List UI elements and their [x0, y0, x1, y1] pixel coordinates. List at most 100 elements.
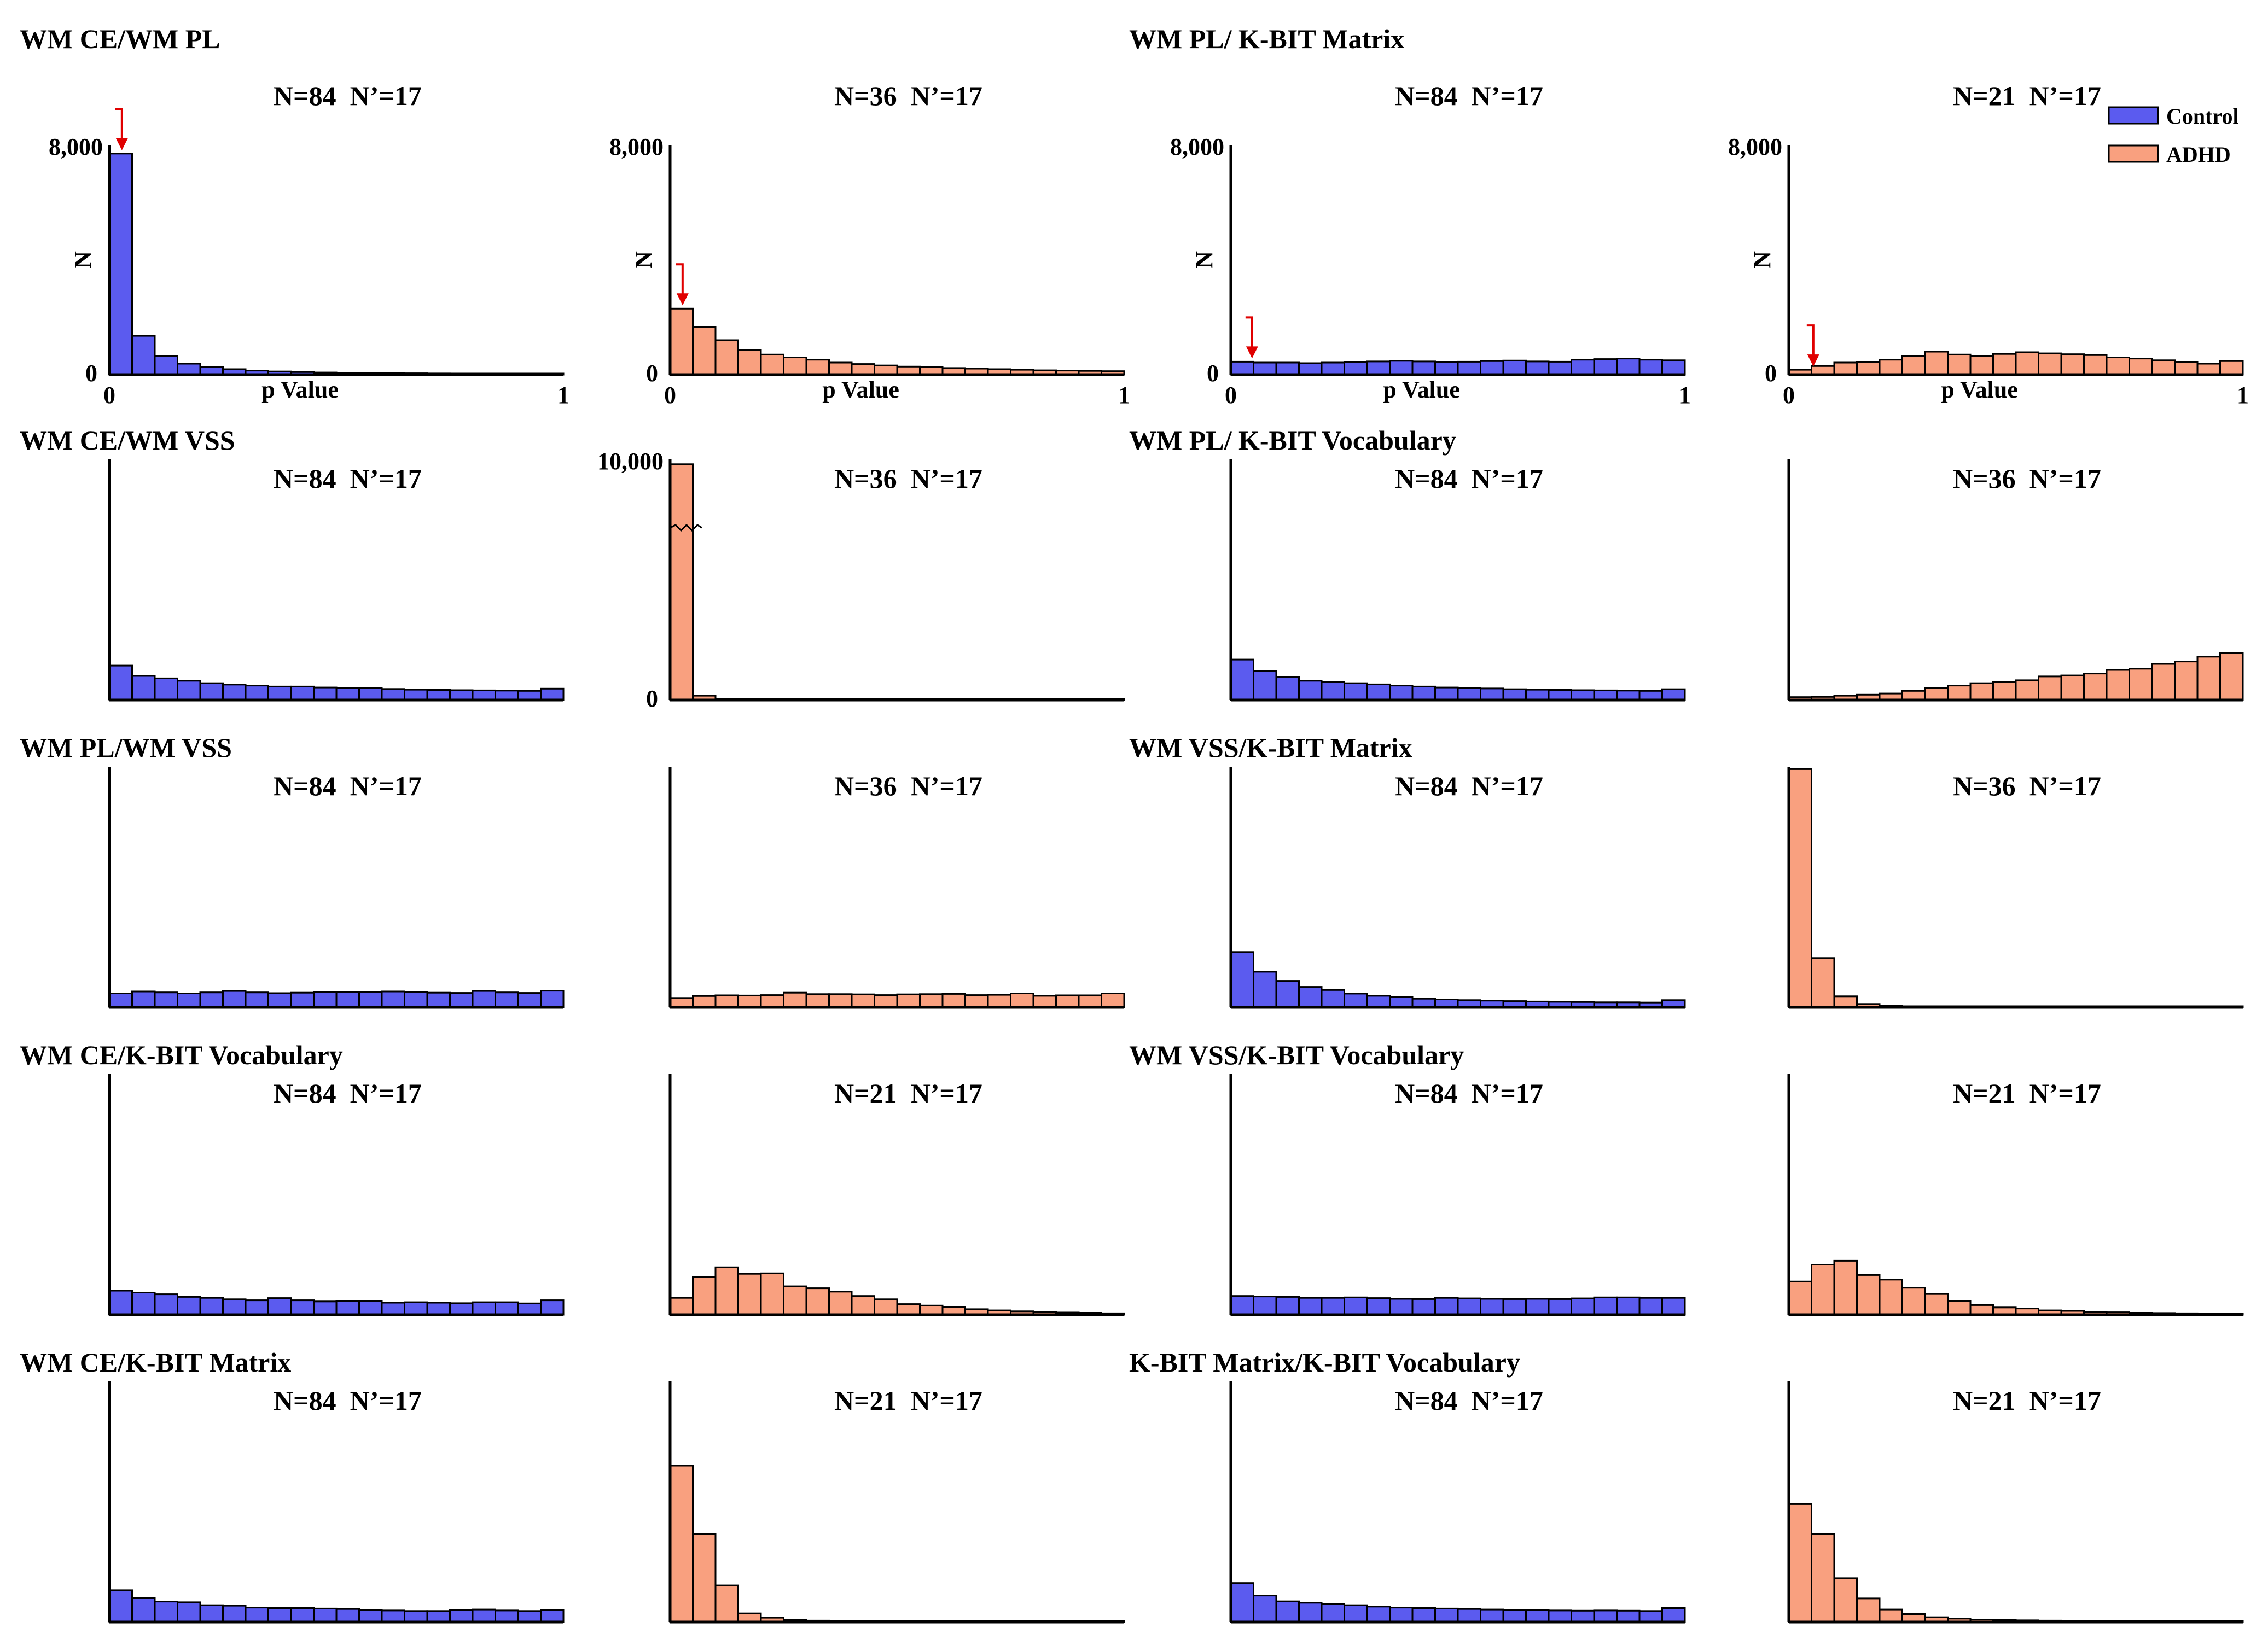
histogram-bar	[1811, 1264, 1835, 1316]
histogram-bar	[783, 991, 807, 1008]
histogram-bar	[495, 690, 519, 701]
sample-size-label: N=36 N’=17	[834, 771, 982, 801]
histogram-bar	[313, 686, 338, 701]
histogram-bar	[154, 677, 178, 701]
y-axis-label: N	[69, 251, 96, 269]
histogram-bar	[851, 363, 875, 376]
histogram-bar	[335, 991, 360, 1008]
histogram-bar	[2151, 663, 2176, 701]
histogram-bar	[426, 1610, 451, 1623]
y-axis-label: N	[1191, 251, 1218, 269]
histogram-bar	[737, 1273, 762, 1316]
histogram-bar	[1389, 1607, 1414, 1623]
panel-0-0: N=84 N’=17 8,000 0 N 0 1 p Value	[49, 80, 569, 409]
histogram-bar	[381, 1609, 405, 1623]
histogram-bar	[896, 993, 921, 1008]
histogram-bar	[199, 991, 224, 1008]
histogram-bar	[267, 685, 292, 701]
histogram-bar	[1434, 361, 1459, 376]
y-tick-label-zero: 0	[85, 360, 97, 387]
histogram-bar	[714, 339, 739, 376]
histogram-bar	[851, 1295, 875, 1316]
row-title-0-right: WM PL/ K-BIT Matrix	[1129, 24, 1404, 54]
histogram-bar	[222, 1298, 247, 1316]
panel-1-2: N=84 N’=17	[1229, 459, 1686, 702]
histogram-bar	[1638, 690, 1663, 701]
histogram-bar	[2015, 351, 2039, 376]
histogram-bar	[1571, 359, 1595, 376]
histogram-bar	[1901, 1287, 1926, 1316]
histogram-bar	[472, 1301, 496, 1316]
histogram-bar	[737, 994, 762, 1008]
row-title-2-left: WM PL/WM VSS	[20, 732, 232, 763]
histogram-bar	[828, 1291, 853, 1316]
histogram-bar	[1457, 687, 1481, 701]
histogram-bar	[1321, 1297, 1345, 1316]
y-tick-label-max: 10,000	[597, 448, 664, 475]
histogram-bar	[760, 994, 784, 1008]
histogram-bar	[1502, 1298, 1527, 1316]
histogram-bar	[2038, 675, 2062, 701]
histogram-bar	[108, 153, 133, 376]
histogram-bar	[1321, 1603, 1345, 1623]
panel-4-1: N=21 N’=17	[668, 1381, 1125, 1624]
histogram-bar	[1389, 685, 1414, 701]
sample-size-label: N=84 N’=17	[1395, 771, 1543, 801]
histogram-bar	[154, 355, 178, 376]
x-tick-label-zero: 0	[664, 382, 676, 409]
histogram-bar	[1457, 360, 1481, 376]
histogram-bar	[760, 1272, 784, 1316]
histogram-bar	[472, 689, 496, 701]
histogram-bar	[851, 993, 875, 1008]
histogram-bar	[1879, 1608, 1903, 1623]
histogram-bar	[1055, 994, 1080, 1008]
histogram-bar	[1230, 951, 1254, 1008]
histogram-bar	[1901, 690, 1926, 701]
histogram-bar	[1969, 355, 1994, 376]
histogram-bar	[1856, 1597, 1881, 1623]
histogram-bar	[1457, 1608, 1481, 1623]
histogram-bar	[1992, 681, 2017, 701]
histogram-bar	[1638, 1610, 1663, 1623]
histogram-bar	[108, 993, 133, 1008]
histogram-bar	[669, 1465, 694, 1623]
histogram-bar	[1661, 688, 1686, 701]
histogram-bar	[1253, 361, 1277, 376]
sample-size-label: N=21 N’=17	[1953, 80, 2101, 111]
histogram-bar	[540, 1299, 565, 1316]
row-title-4-right: K-BIT Matrix/K-BIT Vocabulary	[1129, 1347, 1520, 1378]
histogram-bar	[517, 1610, 542, 1623]
histogram-bar	[2196, 656, 2221, 701]
sample-size-label: N=36 N’=17	[1953, 463, 2101, 494]
histogram-bar	[313, 1607, 338, 1623]
x-tick-label-zero: 0	[1783, 382, 1795, 409]
histogram-bar	[1253, 670, 1277, 701]
histogram-bar	[540, 687, 565, 701]
histogram-bar	[1616, 1609, 1641, 1623]
histogram-bar	[1616, 690, 1641, 701]
histogram-bar	[1833, 361, 1858, 376]
row-title-3-right: WM VSS/K-BIT Vocabulary	[1129, 1040, 1464, 1070]
highlight-arrow-head	[1246, 346, 1258, 359]
histogram-bar	[245, 685, 269, 701]
histogram-bar	[1010, 993, 1034, 1008]
x-tick-label-one: 1	[1679, 382, 1691, 409]
histogram-bar	[714, 1266, 739, 1316]
sample-size-label: N=84 N’=17	[1395, 463, 1543, 494]
histogram-bar	[1321, 681, 1345, 701]
histogram-bar	[1924, 351, 1949, 376]
panel-2-3: N=36 N’=17	[1787, 767, 2244, 1009]
histogram-bar	[1616, 358, 1641, 376]
y-axis-label: N	[630, 251, 657, 269]
y-tick-label-zero: 0	[1765, 360, 1777, 387]
histogram-bar	[177, 1296, 201, 1316]
histogram-bar	[1480, 687, 1504, 701]
histogram-bar	[1457, 1297, 1481, 1316]
histogram-bar	[1593, 1609, 1618, 1623]
histogram-bar	[313, 1300, 338, 1316]
histogram-bar	[1833, 995, 1858, 1008]
x-tick-label-one: 1	[557, 382, 569, 409]
histogram-bar	[1525, 360, 1550, 376]
histogram-bar	[1924, 687, 1949, 701]
histogram-bar	[1078, 994, 1102, 1008]
